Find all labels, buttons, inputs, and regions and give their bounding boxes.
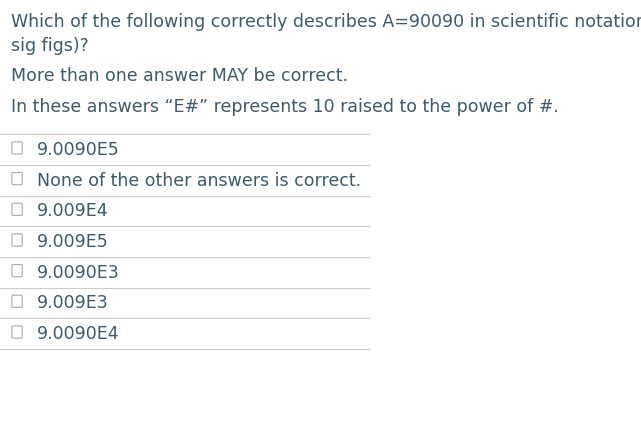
Text: In these answers “E#” represents 10 raised to the power of #.: In these answers “E#” represents 10 rais… bbox=[11, 98, 559, 116]
Text: 9.0090E5: 9.0090E5 bbox=[37, 141, 120, 159]
FancyBboxPatch shape bbox=[12, 234, 22, 246]
Text: sig figs)?: sig figs)? bbox=[11, 37, 89, 55]
FancyBboxPatch shape bbox=[12, 203, 22, 215]
Text: 9.009E3: 9.009E3 bbox=[37, 295, 109, 312]
FancyBboxPatch shape bbox=[12, 142, 22, 154]
Text: 9.009E5: 9.009E5 bbox=[37, 233, 109, 251]
Text: More than one answer MAY be correct.: More than one answer MAY be correct. bbox=[11, 67, 348, 85]
Text: None of the other answers is correct.: None of the other answers is correct. bbox=[37, 172, 362, 190]
Text: 9.009E4: 9.009E4 bbox=[37, 202, 109, 220]
FancyBboxPatch shape bbox=[12, 173, 22, 185]
Text: 9.0090E3: 9.0090E3 bbox=[37, 264, 120, 281]
FancyBboxPatch shape bbox=[12, 326, 22, 338]
Text: 9.0090E4: 9.0090E4 bbox=[37, 325, 120, 343]
FancyBboxPatch shape bbox=[12, 295, 22, 308]
FancyBboxPatch shape bbox=[12, 264, 22, 277]
Text: Which of the following correctly describes A=90090 in scientific notation (with : Which of the following correctly describ… bbox=[11, 13, 641, 31]
